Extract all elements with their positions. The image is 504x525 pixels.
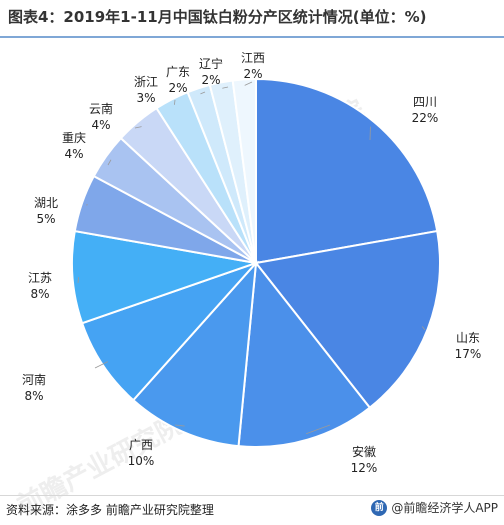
leader-line-8 (107, 159, 112, 166)
slice-value-label: 2% (243, 67, 262, 81)
slice-name-label: 安徽 (352, 444, 376, 459)
slice-name-label: 重庆 (62, 131, 86, 145)
leader-line-9 (134, 126, 142, 129)
leader-line-5 (94, 361, 108, 369)
pie-slice-6 (71, 229, 260, 325)
slice-value-label: 4% (64, 147, 83, 161)
leader-line-3 (306, 424, 331, 435)
leader-line-6 (77, 277, 79, 284)
chart-title: 图表4：2019年1-11月中国钛白粉分产区统计情况(单位：%) (8, 8, 427, 26)
pie-slice-5 (80, 260, 260, 402)
pie-slice-1 (255, 77, 439, 265)
pie-slice-13 (231, 77, 257, 264)
slice-value-label: 5% (36, 212, 55, 226)
slice-name-label: 河南 (22, 372, 46, 387)
slice-name-label: 辽宁 (199, 56, 223, 71)
leader-line-12 (222, 86, 229, 89)
slice-name-label: 广东 (166, 65, 190, 79)
slice-value-label: 2% (168, 81, 187, 95)
leader-line-13 (244, 81, 253, 86)
slice-value-label: 17% (455, 347, 482, 361)
slice-name-label: 云南 (89, 101, 113, 116)
slice-name-label: 江西 (241, 51, 265, 65)
pie-slice-3 (237, 260, 372, 448)
leader-line-10 (174, 99, 176, 105)
slice-name-label: 广西 (129, 438, 153, 452)
leader-line-2 (421, 326, 426, 331)
leader-line-11 (200, 91, 206, 95)
slice-name-label: 湖北 (34, 195, 58, 210)
pie-slice-2 (254, 229, 441, 410)
slice-value-label: 4% (91, 118, 110, 132)
slice-value-label: 12% (351, 461, 378, 475)
brand-logo-icon: 前 (371, 499, 388, 516)
leader-line-4 (174, 424, 185, 427)
brand-credit: 前 @前瞻经济学人APP (371, 499, 498, 516)
pie-slice-4 (131, 260, 258, 448)
title-divider (0, 36, 504, 38)
slice-name-label: 浙江 (134, 75, 158, 89)
slice-value-label: 8% (24, 389, 43, 403)
slice-value-label: 8% (30, 287, 49, 301)
slice-value-label: 22% (412, 111, 439, 125)
slice-name-label: 四川 (413, 95, 437, 109)
source-note: 资料来源：涂多多 前瞻产业研究院整理 (6, 503, 214, 517)
slice-name-label: 山东 (456, 331, 480, 345)
slice-value-label: 3% (136, 91, 155, 105)
slice-value-label: 10% (128, 454, 155, 468)
slice-value-label: 2% (201, 73, 220, 87)
pie-chart: 四川 22% 山东 17% 安徽 12% 广西 10% 河南 8% 江苏 8% 湖北 5% 重庆 4% 云南 4%… (22, 51, 482, 475)
brand-label: @前瞻经济学人APP (391, 501, 498, 515)
slice-name-label: 江苏 (28, 271, 52, 285)
footer-divider (0, 495, 504, 496)
